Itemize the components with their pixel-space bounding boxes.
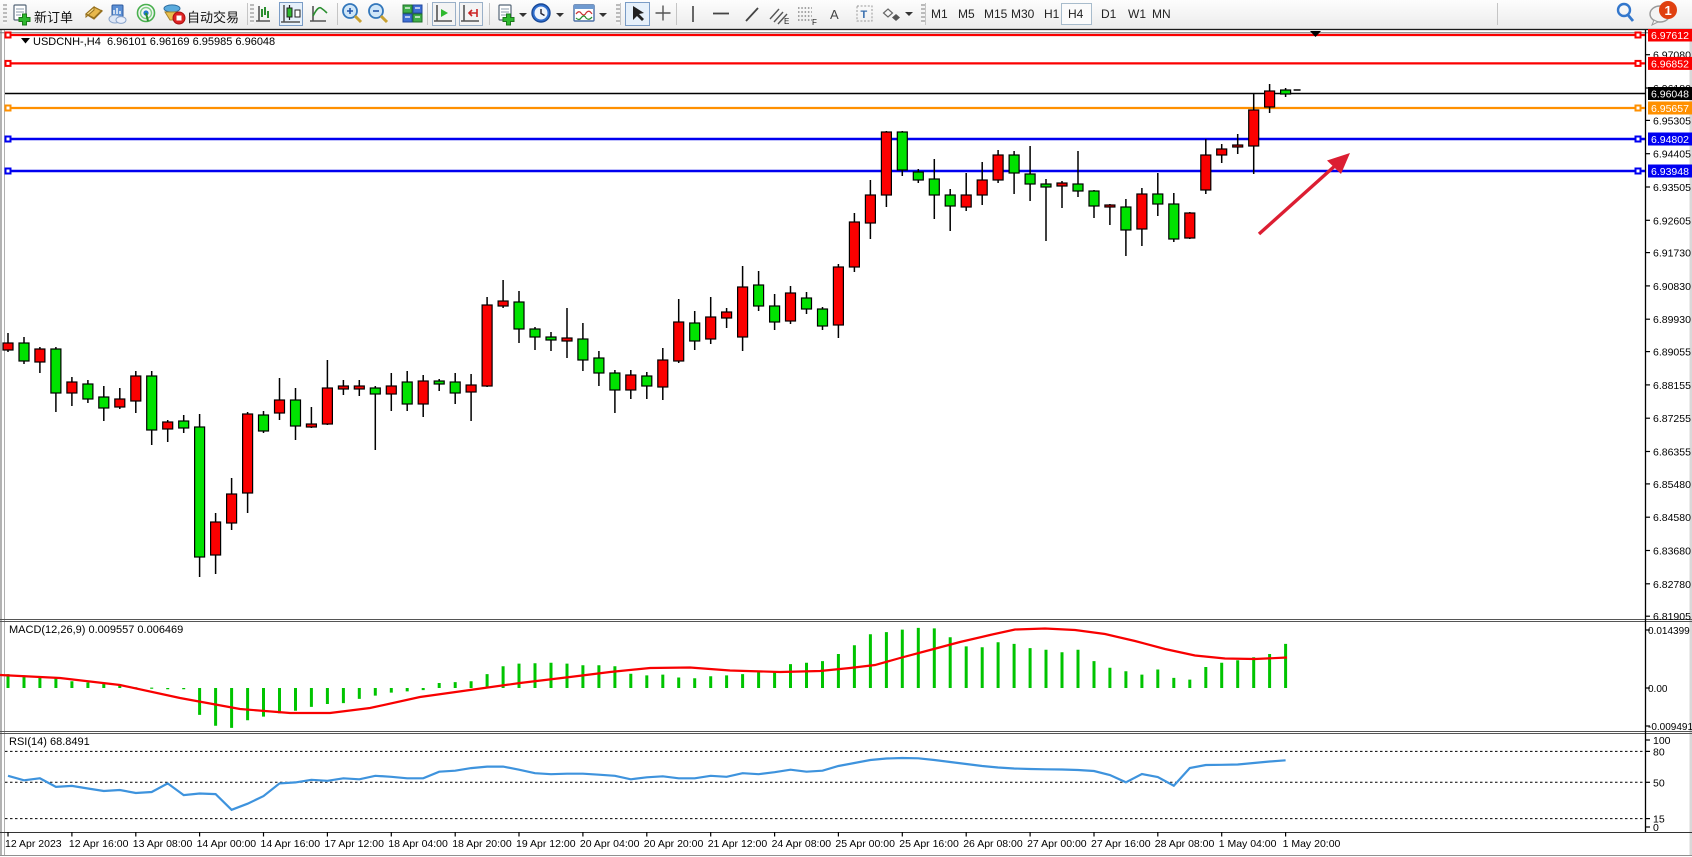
svg-text:A: A: [830, 7, 839, 22]
svg-text:6.94802: 6.94802: [1651, 134, 1689, 146]
svg-text:USDCNH-,H4 6.96101 6.96169 6.: USDCNH-,H4 6.96101 6.96169 6.95985 6.960…: [33, 36, 275, 48]
svg-text:1 May 20:00: 1 May 20:00: [1283, 838, 1341, 850]
svg-text:6.92605: 6.92605: [1653, 215, 1691, 227]
svg-text:6.94405: 6.94405: [1653, 149, 1691, 161]
svg-text:1: 1: [1665, 3, 1672, 18]
svg-text:24 Apr 08:00: 24 Apr 08:00: [772, 838, 832, 850]
svg-text:E: E: [784, 17, 789, 26]
svg-text:0.014399: 0.014399: [1648, 626, 1690, 637]
svg-text:6.96048: 6.96048: [1651, 89, 1689, 101]
svg-text:100: 100: [1653, 735, 1671, 747]
svg-text:26 Apr 08:00: 26 Apr 08:00: [963, 838, 1023, 850]
svg-text:27 Apr 16:00: 27 Apr 16:00: [1091, 838, 1151, 850]
svg-text:20 Apr 20:00: 20 Apr 20:00: [644, 838, 704, 850]
svg-text:0: 0: [1653, 822, 1659, 834]
svg-text:6.89930: 6.89930: [1653, 314, 1691, 326]
svg-text:27 Apr 00:00: 27 Apr 00:00: [1027, 838, 1087, 850]
svg-text:21 Apr 12:00: 21 Apr 12:00: [708, 838, 768, 850]
svg-text:15: 15: [1653, 814, 1665, 826]
svg-text:6.96852: 6.96852: [1651, 58, 1689, 70]
svg-text:6.85480: 6.85480: [1653, 479, 1691, 491]
svg-text:6.97612: 6.97612: [1651, 30, 1689, 42]
svg-text:6.91730: 6.91730: [1653, 248, 1691, 260]
svg-text:MACD(12,26,9) 0.009557 0.00646: MACD(12,26,9) 0.009557 0.006469: [9, 624, 183, 636]
svg-text:13 Apr 08:00: 13 Apr 08:00: [133, 838, 193, 850]
svg-text:6.87255: 6.87255: [1653, 413, 1691, 425]
svg-text:6.95657: 6.95657: [1651, 103, 1689, 115]
svg-text:F: F: [812, 18, 817, 27]
svg-text:-0.009491: -0.009491: [1648, 722, 1692, 733]
svg-text:25 Apr 00:00: 25 Apr 00:00: [835, 838, 895, 850]
svg-text:14 Apr 16:00: 14 Apr 16:00: [261, 838, 321, 850]
svg-text:6.88155: 6.88155: [1653, 380, 1691, 392]
svg-text:RSI(14) 68.8491: RSI(14) 68.8491: [9, 736, 90, 748]
svg-text:6.89055: 6.89055: [1653, 347, 1691, 359]
svg-text:28 Apr 08:00: 28 Apr 08:00: [1155, 838, 1215, 850]
svg-text:T: T: [861, 9, 868, 21]
svg-text:6.82780: 6.82780: [1653, 579, 1691, 591]
svg-text:6.86355: 6.86355: [1653, 447, 1691, 459]
svg-text:6.84580: 6.84580: [1653, 512, 1691, 524]
svg-text:12 Apr 2023: 12 Apr 2023: [5, 838, 62, 850]
svg-text:50: 50: [1653, 777, 1665, 789]
svg-text:25 Apr 16:00: 25 Apr 16:00: [899, 838, 959, 850]
svg-text:18 Apr 04:00: 18 Apr 04:00: [388, 838, 448, 850]
svg-text:6.95305: 6.95305: [1653, 115, 1691, 127]
svg-text:14 Apr 00:00: 14 Apr 00:00: [197, 838, 257, 850]
svg-text:6.83680: 6.83680: [1653, 546, 1691, 558]
svg-text:19 Apr 12:00: 19 Apr 12:00: [516, 838, 576, 850]
svg-text:18 Apr 20:00: 18 Apr 20:00: [452, 838, 512, 850]
svg-text:6.93948: 6.93948: [1651, 166, 1689, 178]
svg-text:6.90830: 6.90830: [1653, 281, 1691, 293]
svg-text:12 Apr 16:00: 12 Apr 16:00: [69, 838, 129, 850]
svg-text:0.00: 0.00: [1648, 684, 1668, 695]
svg-text:1 May 04:00: 1 May 04:00: [1219, 838, 1277, 850]
svg-text:80: 80: [1653, 746, 1665, 758]
svg-text:6.81905: 6.81905: [1653, 611, 1691, 623]
svg-text:6.93505: 6.93505: [1653, 182, 1691, 194]
svg-text:20 Apr 04:00: 20 Apr 04:00: [580, 838, 640, 850]
svg-text:17 Apr 12:00: 17 Apr 12:00: [324, 838, 384, 850]
